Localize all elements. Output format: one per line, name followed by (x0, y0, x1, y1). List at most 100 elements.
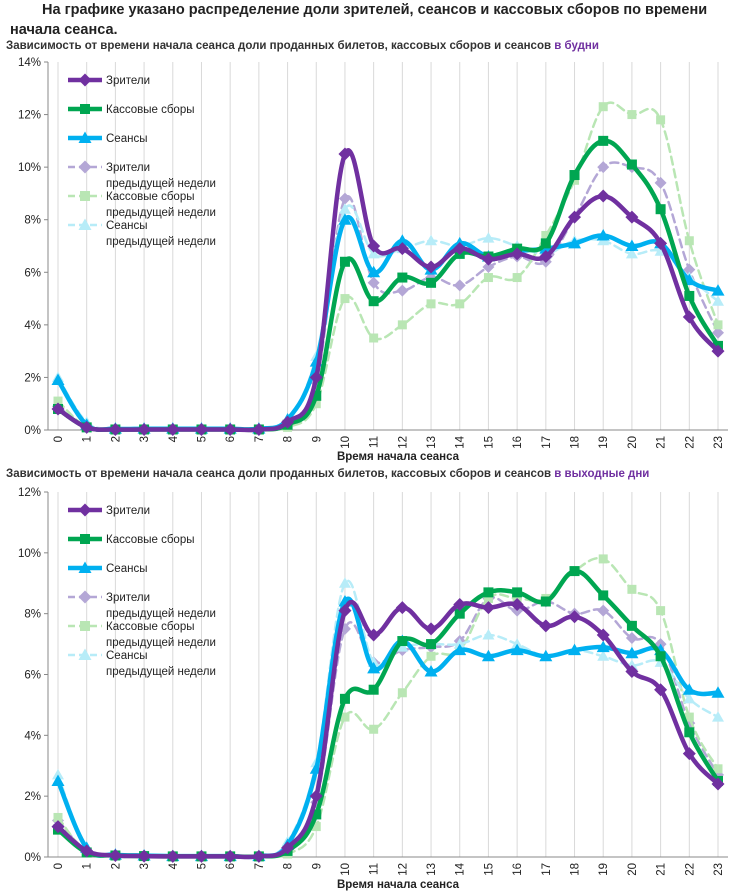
weekend-point-revenue-prev-week (340, 712, 350, 722)
weekday-legend-label: Зрители (106, 162, 150, 174)
weekend-x-tick-label: 17 (541, 863, 553, 876)
weekend-point-revenue-prev-week (713, 764, 723, 774)
weekend-x-tick-label: 18 (570, 863, 582, 876)
weekend-point-revenue-prev-week (426, 651, 436, 661)
weekend-point-viewers (481, 601, 495, 615)
weekend-legend-marker (80, 534, 90, 544)
weekday-point-sessions-prev-week (712, 295, 724, 306)
weekend-x-tick-label: 19 (598, 863, 610, 876)
weekday-x-tick-label: 19 (598, 436, 610, 449)
weekend-y-tick-label: 8% (24, 609, 41, 621)
weekday-point-revenue (684, 290, 695, 301)
weekend-x-tick-label: 4 (168, 862, 180, 869)
weekend-x-tick-label: 11 (369, 863, 381, 875)
weekday-point-sessions-prev-week (367, 247, 380, 259)
weekend-point-sessions (367, 661, 381, 674)
weekend-legend-label: Зрители (106, 592, 150, 604)
weekday-point-revenue-prev-week (397, 320, 407, 330)
weekend-chart: 0%2%4%6%8%10%12%0 1 2 3 4 5 6 7 8 9 10 11 12 13 14 15 16… (18, 487, 728, 891)
weekday-point-revenue-prev-week (684, 236, 694, 246)
weekday-point-sessions-prev-week (625, 247, 638, 259)
weekend-chart-title: Зависимость от времени начала сеанса дол… (6, 468, 649, 480)
weekday-legend-marker (80, 191, 90, 201)
weekend-point-sessions-prev-week (597, 650, 610, 661)
weekday-x-tick-label: 7 (254, 436, 266, 442)
weekend-point-viewers (453, 598, 467, 612)
weekend-x-tick-label: 15 (483, 863, 495, 876)
weekday-point-viewers (223, 422, 237, 436)
weekend-x-tick-label: 1 (82, 863, 94, 869)
weekend-x-tick-label: 20 (627, 863, 639, 876)
weekend-point-viewers (252, 849, 266, 863)
weekend-legend-marker (78, 561, 92, 573)
weekday-point-revenue-prev-week (713, 320, 723, 330)
weekday-x-tick-label: 17 (541, 436, 553, 449)
weekend-point-revenue-prev-week (598, 554, 608, 564)
weekend-x-tick-label: 13 (426, 863, 438, 876)
weekend-chart-title-accent: в выходные дни (554, 468, 650, 480)
weekend-point-sessions (625, 646, 639, 659)
weekday-point-viewers (682, 310, 696, 324)
weekday-point-sessions (625, 239, 639, 251)
weekday-chart-title-text: Зависимость от времени начала сеанса дол… (6, 40, 552, 52)
weekday-point-sessions-prev-week (482, 232, 495, 243)
weekend-x-tick-label: 12 (397, 863, 409, 876)
weekday-x-tick-label: 20 (627, 436, 639, 449)
weekend-point-viewers (596, 628, 610, 642)
weekend-x-tick-label: 21 (656, 863, 668, 876)
weekday-point-viewers (367, 239, 381, 253)
weekday-x-tick-label: 0 (53, 436, 65, 442)
weekend-point-sessions (481, 649, 495, 662)
weekday-point-revenue (655, 204, 666, 215)
weekday-x-tick-label: 23 (713, 436, 725, 449)
weekend-point-revenue (540, 596, 551, 607)
weekend-point-sessions-prev-week (482, 628, 495, 640)
weekend-point-revenue (569, 566, 580, 577)
weekend-point-viewers (137, 849, 151, 863)
weekday-y-tick-label: 6% (24, 267, 41, 279)
weekend-x-tick-label: 14 (455, 862, 467, 875)
weekday-point-viewers-prev-week (396, 284, 409, 297)
weekday-x-tick-label: 1 (82, 436, 94, 442)
weekend-point-viewers (51, 820, 65, 834)
weekday-x-tick-label: 14 (455, 435, 467, 448)
weekend-point-viewers (223, 849, 237, 863)
weekend-point-viewers (682, 747, 696, 761)
weekday-chart-title: Зависимость от времени начала сеанса дол… (6, 40, 599, 52)
weekend-point-sessions (539, 649, 553, 662)
weekday-point-viewers (252, 422, 266, 436)
weekend-point-revenue (684, 727, 695, 738)
weekend-point-viewers (338, 604, 352, 618)
weekday-point-viewers (194, 422, 208, 436)
weekend-point-revenue (512, 587, 523, 598)
weekend-y-tick-label: 2% (24, 791, 41, 803)
weekday-legend-item-sessions-prev-week: Сеансы предыдущей недели (68, 218, 216, 248)
weekend-legend-label-cont: предыдущей недели (106, 608, 216, 620)
weekday-legend-item-viewers-prev-week: Зрители предыдущей недели (68, 160, 216, 190)
weekday-legend-label: Кассовые сборы (106, 191, 194, 203)
weekend-point-sessions-prev-week (52, 768, 64, 780)
weekend-point-revenue (368, 684, 379, 695)
weekday-x-tick-label: 6 (225, 436, 237, 442)
weekend-x-tick-label: 23 (713, 863, 725, 876)
weekend-point-revenue-prev-week (311, 822, 321, 832)
weekend-point-sessions-prev-week (338, 577, 351, 588)
weekend-point-viewers (711, 777, 725, 791)
weekend-point-revenue (483, 587, 494, 598)
weekend-y-tick-label: 6% (24, 670, 41, 682)
weekday-legend: Зрители Кассовые сборы Сеансы Зрители предыд… (68, 73, 216, 248)
weekend-point-viewers (309, 789, 323, 803)
weekend-y-tick-label: 10% (18, 548, 41, 560)
weekday-point-sessions (51, 373, 65, 386)
weekend-y-tick-label: 12% (18, 487, 41, 499)
weekday-x-tick-label: 12 (397, 436, 409, 449)
weekday-point-viewers (137, 422, 151, 436)
weekday-point-revenue (397, 272, 408, 283)
weekday-point-viewers (596, 189, 610, 203)
weekday-x-axis-label: Время начала сеанса (337, 451, 460, 463)
weekday-legend-label-cont: предыдущей недели (106, 236, 216, 248)
weekend-point-revenue-prev-week (53, 812, 63, 822)
weekend-legend-marker (78, 503, 92, 517)
weekend-point-viewers (281, 841, 295, 855)
weekday-point-viewers-prev-week (712, 326, 724, 339)
